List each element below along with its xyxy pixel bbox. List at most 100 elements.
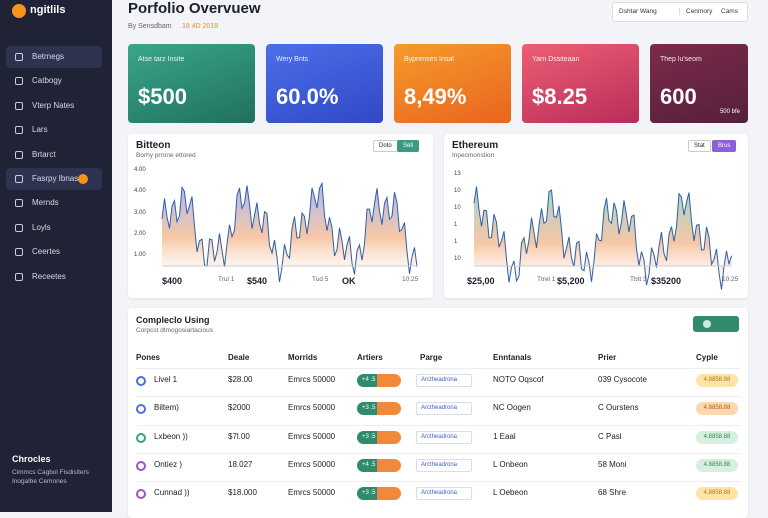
header-button[interactable]: Dshtar Wang (619, 8, 657, 15)
nav-icon (15, 126, 23, 135)
cell: C Pasl (598, 431, 622, 441)
chart-drawing (161, 181, 418, 283)
chart-toggle[interactable]: Stat (688, 140, 711, 152)
chart-toggle[interactable]: Brus (712, 140, 737, 152)
link-pill[interactable]: Arctheadrona (416, 487, 472, 501)
row-divider (136, 452, 740, 454)
cell: Biltem) (154, 403, 179, 413)
card-value: 60.0% (276, 84, 339, 109)
cell: Emrcs 50000 (288, 459, 336, 469)
link-pill[interactable]: Arctheadrona (416, 402, 472, 416)
row-avatar (136, 376, 146, 386)
link-pill[interactable]: Arctheadrona (416, 458, 472, 472)
column-header: Parge (420, 353, 443, 362)
chart-toggle[interactable]: Sell (397, 140, 420, 152)
nav-item[interactable]: Mernds (6, 192, 102, 214)
type-pill: 4.8858.88 (696, 458, 738, 472)
link-pill[interactable]: Arctheadrona (416, 430, 472, 444)
y-tick-label: 1 (454, 222, 458, 228)
status-pill: +3 .5 (357, 402, 401, 416)
chart-footer-text: $35200 (651, 276, 682, 286)
cell: NC Oogen (493, 403, 531, 413)
cell: Emrcs 50000 (288, 375, 336, 384)
cell: 18.027 (228, 459, 253, 469)
nav-item[interactable]: Brtarct (6, 144, 102, 166)
page-subtitle: By Sensdbam (128, 23, 172, 30)
status-pill: +4 .5 (357, 458, 401, 472)
cell: Lxbeon )) (154, 431, 188, 441)
chart-footer-text: 10.25 (402, 276, 419, 283)
column-header: Cyple (696, 353, 718, 362)
stat-card[interactable]: Byprenses Insal 8,49% (394, 44, 511, 123)
cell: $2000 (228, 403, 251, 413)
row-avatar (136, 404, 146, 415)
nav-badge (78, 174, 88, 184)
stat-card[interactable]: Thep lu'seom 600 500 bfe (650, 44, 748, 123)
nav-icon (15, 77, 23, 86)
table-panel: Compleclo Using Corpcst dtmogosiartacious… (128, 308, 748, 518)
nav-item[interactable]: Vterp Nates (6, 95, 102, 117)
nav-item[interactable]: Loyls (6, 217, 102, 239)
chart-area (162, 183, 417, 283)
card-value: $8.25 (532, 84, 588, 109)
card-label: Wery Bnts (276, 56, 309, 63)
chart-subtitle: Borhy prrone ettored (136, 152, 196, 159)
chart-title: Bitteon (136, 140, 171, 151)
y-tick-label: 13 (454, 171, 461, 177)
nav-item[interactable]: Ceertes (6, 241, 102, 263)
cell: L Oebeon (493, 488, 528, 498)
stat-card[interactable]: Yarn Dssiteaan $8.25 (522, 44, 639, 123)
card-label: Yarn Dssiteaan (532, 56, 580, 63)
cell: Emrcs 50000 (288, 403, 336, 413)
y-tick-label: 1.00 (134, 252, 146, 258)
chart-footer-text: Ttrel 1 (537, 276, 556, 283)
cell: $28.00 (228, 375, 253, 384)
y-tick-label: 10 (454, 205, 461, 211)
y-tick-label: 10 (454, 256, 461, 262)
table-title: Compleclo Using (136, 315, 210, 325)
column-header: Artiers (357, 353, 383, 362)
header-button[interactable]: Cams (721, 8, 738, 15)
stat-card[interactable]: Wery Bnts 60.0% (266, 44, 383, 123)
cell: Emrcs 50000 (288, 488, 336, 498)
link-pill[interactable]: Arctheadrona (416, 374, 472, 387)
header-buttons: Dshtar Wang Cenmory Cams (612, 2, 748, 22)
footer-title: Chrocles (12, 454, 51, 464)
nav-icon (15, 223, 23, 232)
cell: Emrcs 50000 (288, 431, 336, 441)
table-action[interactable] (693, 316, 739, 332)
chart-drawing (473, 186, 732, 290)
y-tick-label: 4.00 (134, 167, 146, 173)
y-tick-label: 10 (454, 188, 461, 194)
status-pill: +4 .5 (357, 374, 401, 387)
nav-item[interactable]: Fasrpy Ibnas (6, 168, 102, 190)
cell: 58 Moni (598, 459, 627, 469)
type-pill: 4.8858.88 (696, 374, 738, 387)
chart-footer-text: OK (342, 276, 356, 286)
stat-card[interactable]: Atse tarz Insite $500 (128, 44, 255, 123)
column-header: Prier (598, 353, 617, 362)
nav-item[interactable]: Lars (6, 119, 102, 141)
chart-panel: Bitteon Borhy prrone ettored Doto Sell 4.00 4… (128, 134, 433, 298)
cell: C Ourstens (598, 403, 639, 413)
row-divider (136, 424, 740, 426)
y-tick-label: 3.00 (134, 209, 146, 216)
card-label: Thep lu'seom (660, 56, 702, 63)
cell: 039 Cysocote (598, 375, 647, 384)
status-pill: +3 .5 (357, 487, 401, 501)
footer-text: Cimmcs Cagbol Fisdisiters Inogalbe Cemnn… (12, 469, 89, 485)
nav-icon (15, 101, 23, 110)
sidebar: ngitlils Chrocles Cimmcs Cagbol Fisdisit… (0, 0, 112, 512)
nav-item[interactable]: Receetes (6, 266, 102, 288)
nav-item[interactable]: Betrnegs (6, 46, 102, 68)
header-button[interactable]: Cenmory (679, 8, 712, 15)
row-avatar (136, 489, 146, 500)
cell: L Onbeon (493, 459, 528, 469)
card-value: 8,49% (404, 84, 467, 109)
y-tick-label: 2.00 (134, 230, 146, 237)
nav-item[interactable]: Catbogy (6, 70, 102, 92)
nav-icon (15, 248, 23, 257)
row-divider (136, 368, 740, 369)
column-header: Pones (136, 353, 161, 362)
status-pill: +3 .5 (357, 430, 401, 444)
